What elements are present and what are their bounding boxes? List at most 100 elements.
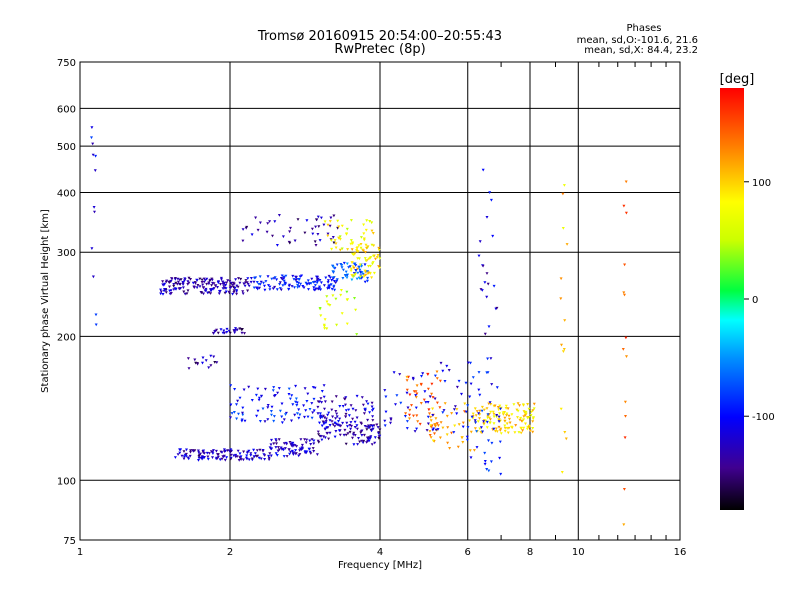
- data-point: [565, 243, 569, 246]
- data-point: [333, 425, 337, 428]
- data-point: [290, 449, 294, 453]
- data-point: [334, 246, 338, 250]
- data-point: [176, 453, 180, 456]
- data-point: [229, 281, 233, 285]
- data-point: [492, 412, 496, 416]
- data-point: [485, 468, 489, 471]
- data-point: [524, 410, 528, 414]
- data-point: [480, 409, 484, 413]
- data-point: [464, 410, 468, 414]
- data-point: [362, 232, 366, 236]
- data-point: [431, 407, 435, 411]
- data-point: [622, 204, 626, 208]
- data-point: [485, 295, 489, 299]
- data-point: [322, 422, 326, 426]
- data-point: [504, 404, 508, 408]
- data-point: [419, 402, 423, 405]
- data-point: [229, 384, 233, 387]
- data-point: [329, 239, 333, 242]
- data-point: [341, 421, 345, 425]
- data-point: [365, 425, 369, 429]
- data-point: [314, 218, 318, 222]
- data-point: [353, 434, 357, 437]
- data-point: [218, 458, 222, 462]
- data-point: [278, 409, 282, 413]
- data-point: [312, 439, 316, 443]
- data-point: [328, 276, 332, 280]
- data-point: [331, 236, 335, 239]
- data-point: [178, 451, 182, 455]
- data-point: [364, 259, 368, 263]
- data-point: [272, 386, 276, 389]
- data-point: [495, 386, 499, 389]
- data-point: [306, 279, 310, 283]
- data-point: [265, 230, 269, 234]
- data-point: [351, 417, 355, 421]
- data-point: [186, 456, 190, 460]
- data-point: [455, 408, 459, 411]
- data-point: [368, 426, 372, 429]
- data-point: [363, 263, 367, 267]
- data-point: [347, 414, 351, 417]
- data-point: [316, 412, 320, 415]
- data-point: [300, 443, 304, 447]
- data-point: [311, 281, 315, 284]
- data-point: [398, 373, 402, 376]
- data-point: [216, 453, 220, 456]
- data-point: [498, 429, 502, 432]
- data-point: [280, 402, 284, 406]
- data-point: [531, 420, 535, 423]
- data-point: [475, 446, 479, 449]
- data-point: [223, 458, 227, 462]
- data-point: [326, 234, 330, 238]
- data-point: [342, 433, 346, 437]
- data-point: [531, 430, 535, 434]
- data-point: [428, 395, 432, 399]
- data-point: [293, 444, 297, 447]
- data-point: [512, 403, 516, 406]
- data-point: [169, 292, 173, 295]
- y-tick-label: 200: [57, 332, 76, 343]
- y-tick-label: 500: [57, 142, 76, 153]
- data-point: [312, 397, 316, 401]
- data-point: [330, 400, 334, 404]
- data-point: [279, 288, 283, 292]
- data-point: [315, 275, 318, 279]
- data-point: [225, 281, 229, 285]
- data-point: [301, 285, 305, 288]
- data-point: [445, 364, 449, 368]
- data-point: [516, 402, 520, 405]
- data-point: [224, 290, 228, 294]
- data-point: [370, 409, 374, 412]
- data-point: [427, 408, 431, 412]
- data-point: [429, 436, 433, 439]
- data-point: [343, 274, 347, 277]
- data-point: [232, 454, 236, 458]
- data-point: [346, 425, 349, 428]
- data-point: [188, 454, 192, 458]
- data-point: [438, 436, 442, 440]
- data-point: [263, 284, 266, 288]
- data-point: [326, 303, 330, 306]
- data-point: [366, 402, 370, 406]
- data-point: [324, 419, 328, 423]
- data-point: [94, 154, 98, 158]
- data-point: [334, 297, 338, 301]
- data-point: [446, 441, 450, 445]
- data-point: [428, 412, 431, 416]
- data-point: [182, 457, 186, 461]
- data-point: [485, 420, 489, 424]
- data-point: [457, 379, 461, 383]
- data-point: [344, 270, 348, 274]
- data-point: [182, 290, 186, 294]
- data-point: [252, 448, 256, 452]
- data-point: [328, 304, 332, 307]
- data-point: [163, 288, 166, 291]
- data-point: [508, 421, 512, 425]
- data-point: [335, 412, 339, 416]
- data-point: [365, 400, 369, 403]
- data-point: [276, 449, 280, 453]
- data-point: [561, 192, 565, 196]
- data-point: [448, 447, 452, 450]
- data-point: [490, 441, 494, 445]
